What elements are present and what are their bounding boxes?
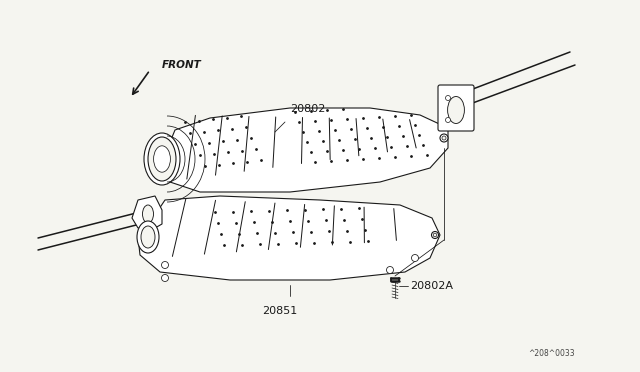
Circle shape xyxy=(433,233,437,237)
Circle shape xyxy=(161,262,168,269)
Text: ^208^0033: ^208^0033 xyxy=(529,349,575,358)
Ellipse shape xyxy=(143,205,154,223)
FancyBboxPatch shape xyxy=(438,85,474,131)
Circle shape xyxy=(431,231,438,238)
Circle shape xyxy=(387,266,394,273)
Circle shape xyxy=(412,254,419,262)
Polygon shape xyxy=(155,108,448,192)
Ellipse shape xyxy=(137,221,159,253)
Circle shape xyxy=(445,96,451,100)
Text: 20851: 20851 xyxy=(262,306,298,316)
Circle shape xyxy=(161,275,168,282)
Polygon shape xyxy=(132,196,162,228)
Text: 20802: 20802 xyxy=(290,104,325,114)
Polygon shape xyxy=(138,196,440,280)
Circle shape xyxy=(442,136,446,140)
Ellipse shape xyxy=(154,146,170,172)
Text: 20802A: 20802A xyxy=(410,281,453,291)
Ellipse shape xyxy=(141,226,155,248)
Ellipse shape xyxy=(447,96,465,124)
Text: FRONT: FRONT xyxy=(162,60,202,70)
Circle shape xyxy=(440,134,448,142)
Ellipse shape xyxy=(144,133,180,185)
Ellipse shape xyxy=(148,137,176,181)
Circle shape xyxy=(445,118,451,122)
